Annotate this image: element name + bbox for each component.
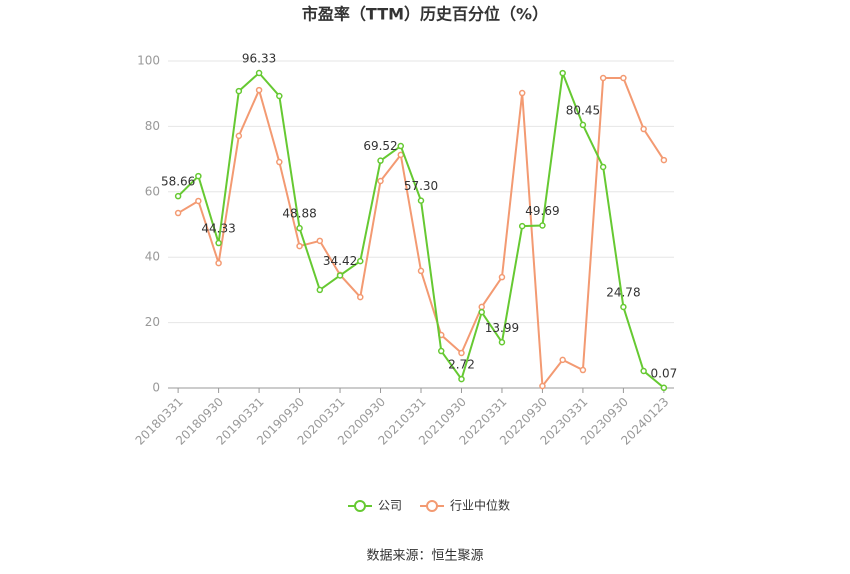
- data-point: [559, 69, 566, 77]
- data-point: [357, 293, 364, 301]
- data-label: 96.33: [242, 52, 276, 66]
- data-label: 58.66: [161, 175, 195, 189]
- data-point: [478, 303, 485, 311]
- series-line: [177, 77, 665, 389]
- data-point: [599, 163, 607, 171]
- data-label: 69.52: [363, 139, 397, 153]
- data-point: [660, 384, 668, 392]
- data-label: 44.33: [201, 222, 235, 236]
- data-point: [498, 339, 506, 346]
- y-tick-label: 20: [145, 315, 160, 329]
- legend-label: 公司: [378, 499, 402, 513]
- data-point: [660, 156, 668, 164]
- data-point: [255, 69, 263, 77]
- data-point: [478, 308, 485, 316]
- data-point: [316, 286, 324, 294]
- data-label: 34.42: [323, 254, 357, 268]
- data-point: [377, 157, 384, 164]
- data-point: [174, 192, 182, 200]
- data-point: [377, 177, 384, 185]
- data-point: [397, 142, 405, 150]
- chart-title: 市盈率（TTM）历史百分位（%）: [302, 5, 548, 24]
- data-point: [174, 209, 182, 217]
- legend-marker: [354, 500, 366, 512]
- y-tick-label: 40: [145, 250, 160, 264]
- data-point: [620, 303, 627, 311]
- data-point: [215, 239, 222, 247]
- data-point: [518, 222, 526, 230]
- data-point: [539, 222, 546, 229]
- series-line: [177, 71, 665, 389]
- data-label: 24.78: [606, 285, 640, 299]
- data-label: 57.30: [404, 179, 438, 193]
- data-label: 49.69: [525, 204, 559, 218]
- data-point: [559, 356, 566, 364]
- data-point: [195, 197, 202, 205]
- data-point: [599, 74, 607, 82]
- y-tick-label: 80: [145, 119, 160, 133]
- data-point: [620, 74, 627, 82]
- data-point: [640, 367, 647, 375]
- data-point: [579, 121, 587, 129]
- data-point: [215, 259, 222, 267]
- data-point: [437, 347, 445, 355]
- data-point: [255, 86, 263, 94]
- source: 数据来源：恒生聚源: [366, 549, 483, 564]
- data-label: 0.07: [651, 366, 678, 380]
- data-point: [417, 267, 425, 275]
- data-label: 80.45: [566, 103, 600, 117]
- data-point: [518, 89, 526, 97]
- data-point: [458, 349, 465, 357]
- data-point: [336, 272, 344, 279]
- data-point: [276, 92, 283, 100]
- data-point: [498, 273, 506, 281]
- data-label: 13.99: [485, 321, 519, 335]
- data-point: [276, 158, 283, 166]
- data-point: [458, 375, 465, 383]
- data-point: [296, 224, 303, 232]
- data-label: 2.72: [448, 358, 475, 372]
- data-point: [640, 125, 647, 133]
- data-point: [417, 197, 425, 204]
- data-point: [296, 242, 303, 250]
- data-point: [235, 132, 243, 140]
- y-tick-label: 0: [152, 381, 160, 395]
- y-tick-label: 100: [137, 54, 160, 68]
- data-point: [579, 366, 587, 374]
- data-point: [316, 237, 324, 245]
- data-point: [357, 257, 364, 265]
- data-label: 48.88: [282, 207, 316, 221]
- y-tick-label: 60: [145, 184, 160, 198]
- data-point: [195, 172, 202, 180]
- legend-label: 行业中位数: [450, 498, 510, 513]
- data-point: [235, 87, 243, 95]
- legend-marker: [426, 500, 439, 512]
- data-point: [539, 382, 546, 390]
